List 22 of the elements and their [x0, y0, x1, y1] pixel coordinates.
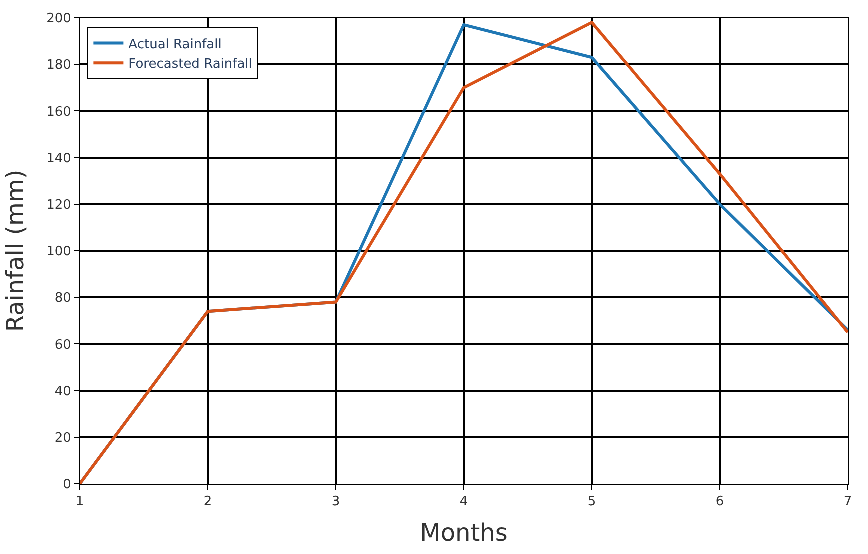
x-tick-label: 7: [844, 494, 852, 510]
y-tick-label: 100: [46, 244, 72, 260]
y-tick-label: 0: [63, 478, 72, 493]
y-tick-label: 180: [46, 58, 72, 74]
y-tick-label: 140: [46, 151, 72, 166]
y-tick-label: 160: [46, 104, 72, 120]
x-tick-label: 2: [204, 494, 212, 510]
legend-label: Actual Rainfall: [128, 37, 222, 52]
y-tick-label: 40: [54, 384, 72, 400]
y-tick-label: 120: [46, 198, 72, 213]
x-tick-label: 4: [460, 494, 468, 510]
x-axis-title: Months: [420, 518, 508, 547]
y-tick-label: 20: [54, 430, 72, 446]
x-tick-label: 3: [332, 494, 340, 510]
y-tick-label: 200: [46, 12, 72, 27]
x-tick-label: 5: [588, 494, 596, 510]
y-axis-title: Rainfall (mm): [2, 170, 30, 332]
y-tick-label: 80: [54, 291, 72, 306]
legend-label: Forecasted Rainfall: [128, 57, 252, 72]
y-tick-label: 60: [54, 338, 72, 353]
x-tick-label: 6: [716, 494, 724, 510]
x-tick-label: 1: [76, 494, 84, 510]
